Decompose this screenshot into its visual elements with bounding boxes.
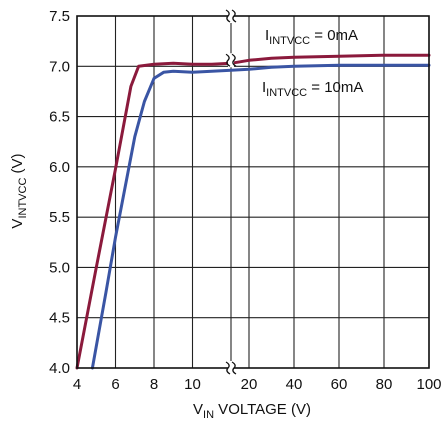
legend-10mA-main: I	[262, 79, 266, 96]
x-tick-label: 4	[73, 376, 81, 393]
legend-10mA-rest: = 10mA	[307, 79, 363, 96]
y-axis-title-main: V	[9, 219, 26, 229]
axis-break-bottom-gap	[228, 361, 234, 375]
x-tick-label: 40	[286, 376, 303, 393]
legend-0mA-sub: INTVCC	[269, 35, 310, 47]
axis-break-top-gap	[228, 9, 234, 23]
x-tick-label: 60	[331, 376, 348, 393]
axis-break-bottom	[225, 361, 231, 375]
y-axis-title: VINTVCC (V)	[9, 153, 29, 228]
x-tick-label: 8	[150, 376, 158, 393]
y-axis-title-rest: (V)	[9, 153, 26, 177]
y-tick-label: 7.0	[49, 58, 70, 75]
y-tick-label: 4.0	[49, 360, 70, 377]
legend-0mA-main: I	[265, 27, 269, 44]
y-axis-title-sub: INTVCC	[17, 178, 29, 219]
axis-break-marks	[225, 9, 237, 375]
x-tick-label: 20	[241, 376, 258, 393]
x-tick-label: 10	[184, 376, 201, 393]
series-lines	[75, 53, 431, 370]
legend-10mA-sub: INTVCC	[266, 87, 307, 99]
annotations: IINTVCC = 0mA IINTVCC = 10mA VIN VOLTAGE…	[9, 27, 363, 421]
y-tick-label: 6.5	[49, 109, 70, 126]
series-line-1	[90, 63, 431, 370]
x-tick-label: 100	[416, 376, 441, 393]
x-tick-label: 80	[376, 376, 393, 393]
y-tick-label: 5.0	[49, 259, 70, 276]
legend-label-10mA: IINTVCC = 10mA	[262, 79, 363, 99]
plot-frame	[76, 15, 430, 369]
x-tick-label: 6	[111, 376, 119, 393]
axis-break-curves	[225, 53, 231, 67]
legend-0mA-rest: = 0mA	[310, 27, 358, 44]
y-tick-label: 7.5	[49, 8, 70, 25]
x-axis-title-main: V	[193, 401, 203, 418]
axis-break-curves	[231, 53, 237, 67]
axis-break-curves-gap	[228, 53, 234, 68]
series-line-0	[75, 53, 431, 370]
x-axis-title-rest: VOLTAGE (V)	[214, 401, 311, 418]
axis-break-top	[225, 9, 231, 23]
x-axis-title: VIN VOLTAGE (V)	[193, 401, 311, 421]
tick-labels: 4.0 4.5 5.0 5.5 6.0 6.5 7.0 7.5 4 6 8 10 20 40 60 80 100	[49, 8, 441, 393]
legend-label-0mA: IINTVCC = 0mA	[265, 27, 358, 47]
y-tick-label: 5.5	[49, 209, 70, 226]
x-axis-title-sub: IN	[203, 409, 214, 421]
plot-border	[76, 15, 430, 369]
y-tick-label: 4.5	[49, 310, 70, 327]
axis-break-top	[231, 9, 237, 23]
y-tick-label: 6.0	[49, 159, 70, 176]
axis-break-bottom	[231, 361, 237, 375]
